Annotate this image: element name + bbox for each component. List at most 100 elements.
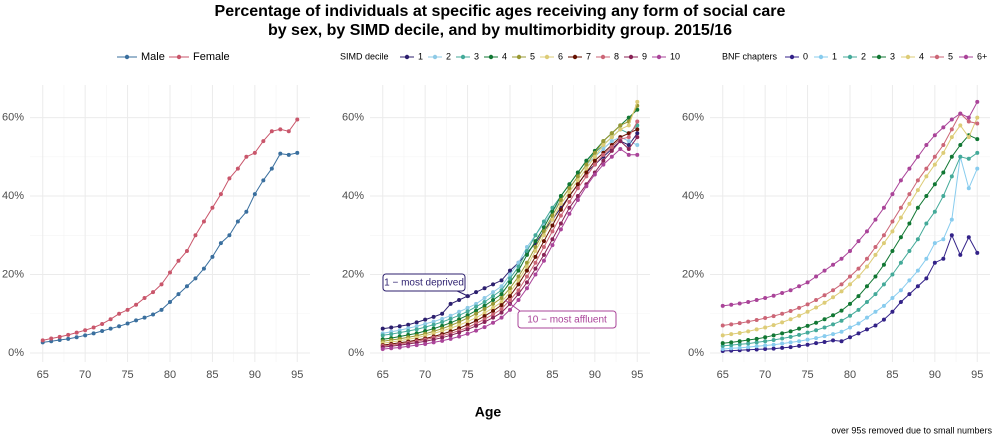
data-point (949, 135, 954, 140)
data-point (915, 205, 920, 210)
data-point (465, 309, 470, 314)
data-point (269, 166, 274, 171)
data-point (74, 335, 79, 340)
data-point (949, 154, 954, 159)
data-point (491, 305, 496, 310)
data-point (780, 345, 785, 350)
data-point (814, 298, 819, 303)
series (720, 150, 980, 348)
data-point (609, 131, 614, 136)
data-point (286, 152, 291, 157)
data-point (635, 135, 640, 140)
data-point (83, 328, 88, 333)
data-point (814, 341, 819, 346)
data-point (890, 248, 895, 253)
data-point (168, 270, 172, 275)
data-point (524, 264, 529, 269)
data-point (958, 123, 963, 128)
data-point (881, 233, 886, 238)
data-point (924, 276, 929, 281)
data-point (499, 310, 504, 315)
data-point (881, 205, 886, 210)
legend-label: Female (193, 51, 230, 63)
data-point (839, 256, 844, 261)
data-point (626, 139, 631, 144)
data-point (601, 158, 606, 163)
data-point (533, 233, 538, 238)
data-point (184, 284, 189, 289)
data-point (431, 322, 436, 327)
data-point (797, 339, 802, 344)
data-point (397, 330, 402, 335)
data-point (550, 213, 555, 218)
y-tick-label: 20% (682, 268, 704, 280)
series (380, 146, 640, 352)
legend-label: 7 (586, 51, 591, 61)
data-point (746, 299, 751, 304)
data-point (831, 313, 836, 318)
data-point (134, 302, 139, 307)
data-point (457, 330, 462, 335)
data-point (440, 319, 445, 324)
data-point (491, 290, 496, 295)
data-point (431, 326, 436, 331)
data-point (584, 166, 589, 171)
data-point (890, 229, 895, 234)
data-point (915, 178, 920, 183)
data-point (737, 301, 742, 306)
data-point (864, 264, 869, 269)
data-point (516, 260, 521, 265)
data-point (763, 347, 768, 352)
data-point (474, 328, 479, 333)
data-point (482, 307, 487, 312)
legend-label: 6 (558, 51, 563, 61)
data-point (975, 250, 980, 255)
data-point (592, 172, 597, 177)
data-point (720, 343, 725, 348)
data-point (618, 123, 623, 128)
data-point (516, 278, 521, 283)
data-point (397, 345, 402, 350)
data-point (754, 347, 759, 352)
data-point (49, 339, 54, 344)
data-point (763, 325, 768, 330)
data-point (788, 340, 793, 345)
data-point (159, 282, 164, 287)
x-tick-label: 65 (717, 369, 729, 381)
data-point (218, 241, 223, 246)
data-point (414, 320, 419, 325)
x-tick-label: 95 (291, 369, 303, 381)
legend-swatch-point (544, 54, 550, 60)
data-point (423, 325, 428, 330)
data-point (423, 339, 428, 344)
data-point (856, 294, 861, 299)
data-point (788, 308, 793, 313)
data-point (516, 264, 521, 269)
y-tick-label: 20% (342, 268, 364, 280)
x-tick-label: 90 (929, 369, 941, 381)
legend-swatch-point (934, 54, 940, 60)
data-point (457, 323, 462, 328)
data-point (389, 346, 394, 351)
data-point (541, 258, 546, 263)
x-tick-label: 70 (759, 369, 771, 381)
series (720, 99, 980, 308)
data-point (541, 239, 546, 244)
data-point (516, 288, 521, 293)
data-point (839, 282, 844, 287)
data-point (491, 294, 496, 299)
data-point (873, 217, 878, 222)
data-point (465, 322, 470, 327)
data-point (890, 296, 895, 301)
x-tick-label: 70 (419, 369, 431, 381)
legend-swatch-point (516, 54, 522, 60)
data-point (524, 260, 529, 265)
data-point (125, 321, 130, 326)
data-point (406, 344, 411, 349)
data-point (822, 268, 827, 273)
data-point (592, 154, 597, 159)
data-point (839, 318, 844, 323)
data-point (746, 347, 751, 352)
data-point (720, 347, 725, 352)
data-point (848, 282, 852, 287)
